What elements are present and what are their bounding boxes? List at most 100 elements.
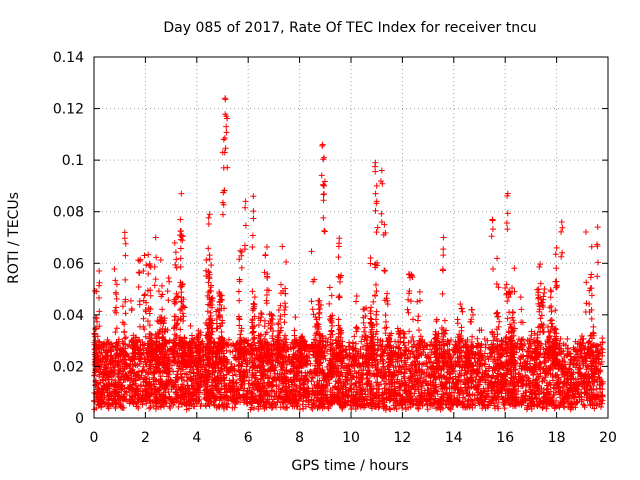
data-point [157, 373, 164, 380]
data-point [483, 393, 490, 400]
data-point [270, 396, 277, 403]
data-point [101, 361, 108, 368]
data-point [402, 406, 409, 413]
data-point [342, 346, 349, 353]
data-point [311, 381, 318, 388]
data-point [423, 373, 430, 380]
data-point [233, 356, 240, 363]
data-point [124, 352, 131, 359]
data-point [485, 365, 492, 372]
data-point [293, 372, 300, 379]
data-point [212, 383, 219, 390]
data-point [156, 368, 163, 375]
data-point [245, 380, 252, 387]
data-point [229, 372, 236, 379]
data-point [564, 335, 571, 342]
data-point [575, 376, 582, 383]
data-point [373, 404, 380, 411]
data-point [303, 393, 310, 400]
data-point [560, 348, 567, 355]
data-point [377, 353, 384, 360]
data-point [314, 394, 321, 401]
data-point [122, 334, 129, 341]
data-point [226, 377, 233, 384]
data-point [152, 405, 159, 412]
data-point [400, 373, 407, 380]
data-point [376, 385, 383, 392]
data-point [557, 335, 564, 342]
data-point [599, 346, 606, 353]
data-point [425, 366, 432, 373]
data-point [500, 401, 507, 408]
data-point [104, 336, 111, 343]
data-point [178, 375, 185, 382]
data-point [401, 369, 408, 376]
data-point [146, 396, 153, 403]
data-point [119, 370, 126, 377]
data-point [308, 374, 315, 381]
data-point [231, 404, 238, 411]
data-point [495, 389, 502, 396]
data-point [309, 385, 316, 392]
data-point [325, 405, 332, 412]
data-point [418, 371, 425, 378]
data-point [183, 402, 190, 409]
data-point [382, 407, 389, 414]
data-point [481, 336, 488, 343]
data-point [138, 372, 145, 379]
data-point [160, 403, 167, 410]
data-point [439, 338, 446, 345]
data-point [571, 354, 578, 361]
data-point [211, 402, 218, 409]
data-point [418, 366, 425, 373]
data-point [543, 402, 550, 409]
data-point [332, 362, 339, 369]
data-point [126, 392, 133, 399]
data-point [577, 365, 584, 372]
data-point [542, 374, 549, 381]
data-point [387, 377, 394, 384]
data-point [596, 356, 603, 363]
data-point [449, 379, 456, 386]
data-point [351, 367, 358, 374]
data-point [415, 388, 422, 395]
data-point [180, 366, 187, 373]
data-point [166, 338, 173, 345]
data-point [418, 361, 425, 368]
data-point [135, 405, 142, 412]
data-point [279, 399, 286, 406]
data-point [248, 374, 255, 381]
data-point [165, 365, 172, 372]
data-point [446, 347, 453, 354]
data-point [223, 371, 230, 378]
data-point [246, 384, 253, 391]
data-point [146, 405, 153, 412]
data-point [386, 368, 393, 375]
data-point [424, 363, 431, 370]
data-point [251, 405, 257, 412]
data-points [91, 95, 606, 414]
data-point [127, 385, 134, 392]
data-point [419, 380, 426, 387]
data-point [324, 363, 331, 370]
data-point [125, 353, 132, 360]
data-point [355, 378, 362, 385]
data-point [271, 367, 278, 374]
data-point [498, 372, 505, 379]
data-point [433, 405, 440, 412]
data-point [135, 369, 142, 376]
data-point [420, 377, 427, 384]
data-point [458, 372, 465, 379]
data-point [454, 354, 461, 361]
data-point [426, 359, 433, 366]
data-point [572, 338, 579, 345]
data-point [448, 336, 455, 343]
data-point [551, 405, 558, 412]
data-point [141, 367, 148, 374]
data-point [251, 375, 258, 382]
data-point [490, 383, 497, 390]
data-point [597, 403, 604, 410]
data-point [205, 367, 212, 374]
data-point [175, 363, 182, 370]
data-point [215, 403, 222, 410]
